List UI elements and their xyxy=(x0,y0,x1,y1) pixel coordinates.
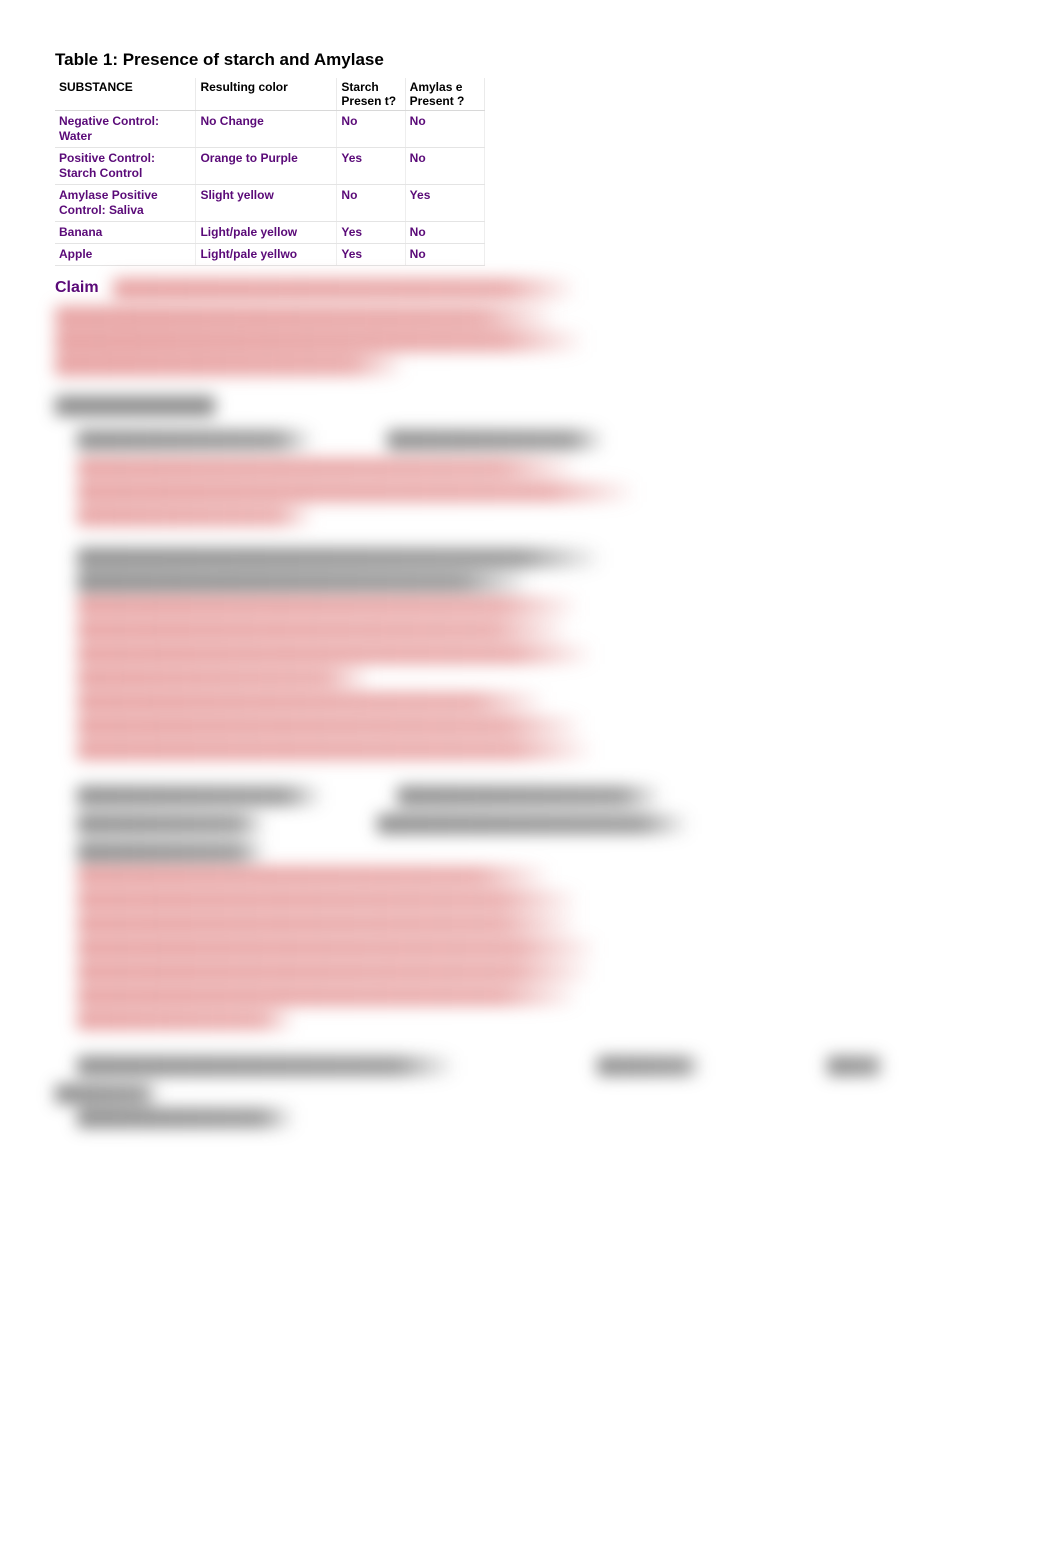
table-header-row: SUBSTANCE Resulting color Starch Presen … xyxy=(55,78,485,111)
blurred-body xyxy=(55,306,1012,1128)
cell-starch: Yes xyxy=(337,244,405,266)
cell-starch: Yes xyxy=(337,222,405,244)
table-container: SUBSTANCE Resulting color Starch Presen … xyxy=(55,78,1012,266)
cell-color: Light/pale yellwo xyxy=(196,244,337,266)
col-substance: SUBSTANCE xyxy=(55,78,196,111)
cell-amylase: No xyxy=(405,222,484,244)
cell-substance: Apple xyxy=(55,244,196,266)
table-row: Negative Control: Water No Change No No xyxy=(55,111,485,148)
table-row: Positive Control: Starch Control Orange … xyxy=(55,148,485,185)
cell-amylase: No xyxy=(405,111,484,148)
cell-amylase: No xyxy=(405,148,484,185)
table-row: Amylase Positive Control: Saliva Slight … xyxy=(55,185,485,222)
cell-color: Slight yellow xyxy=(196,185,337,222)
claim-section: Claim xyxy=(55,276,1012,302)
cell-substance: Banana xyxy=(55,222,196,244)
col-starch-present: Starch Presen t? xyxy=(337,78,405,111)
col-resulting-color: Resulting color xyxy=(196,78,337,111)
table-row: Banana Light/pale yellow Yes No xyxy=(55,222,485,244)
starch-amylase-table: SUBSTANCE Resulting color Starch Presen … xyxy=(55,78,485,266)
cell-color: No Change xyxy=(196,111,337,148)
blurred-claim-inline xyxy=(113,280,603,296)
col-amylase-present: Amylas e Present ? xyxy=(405,78,484,111)
cell-amylase: No xyxy=(405,244,484,266)
cell-substance: Amylase Positive Control: Saliva xyxy=(55,185,196,222)
cell-starch: No xyxy=(337,111,405,148)
cell-substance: Negative Control: Water xyxy=(55,111,196,148)
table-title: Table 1: Presence of starch and Amylase xyxy=(55,50,1012,70)
table-row: Apple Light/pale yellwo Yes No xyxy=(55,244,485,266)
cell-color: Light/pale yellow xyxy=(196,222,337,244)
claim-label: Claim xyxy=(55,279,99,297)
cell-amylase: Yes xyxy=(405,185,484,222)
cell-substance: Positive Control: Starch Control xyxy=(55,148,196,185)
cell-color: Orange to Purple xyxy=(196,148,337,185)
cell-starch: No xyxy=(337,185,405,222)
cell-starch: Yes xyxy=(337,148,405,185)
